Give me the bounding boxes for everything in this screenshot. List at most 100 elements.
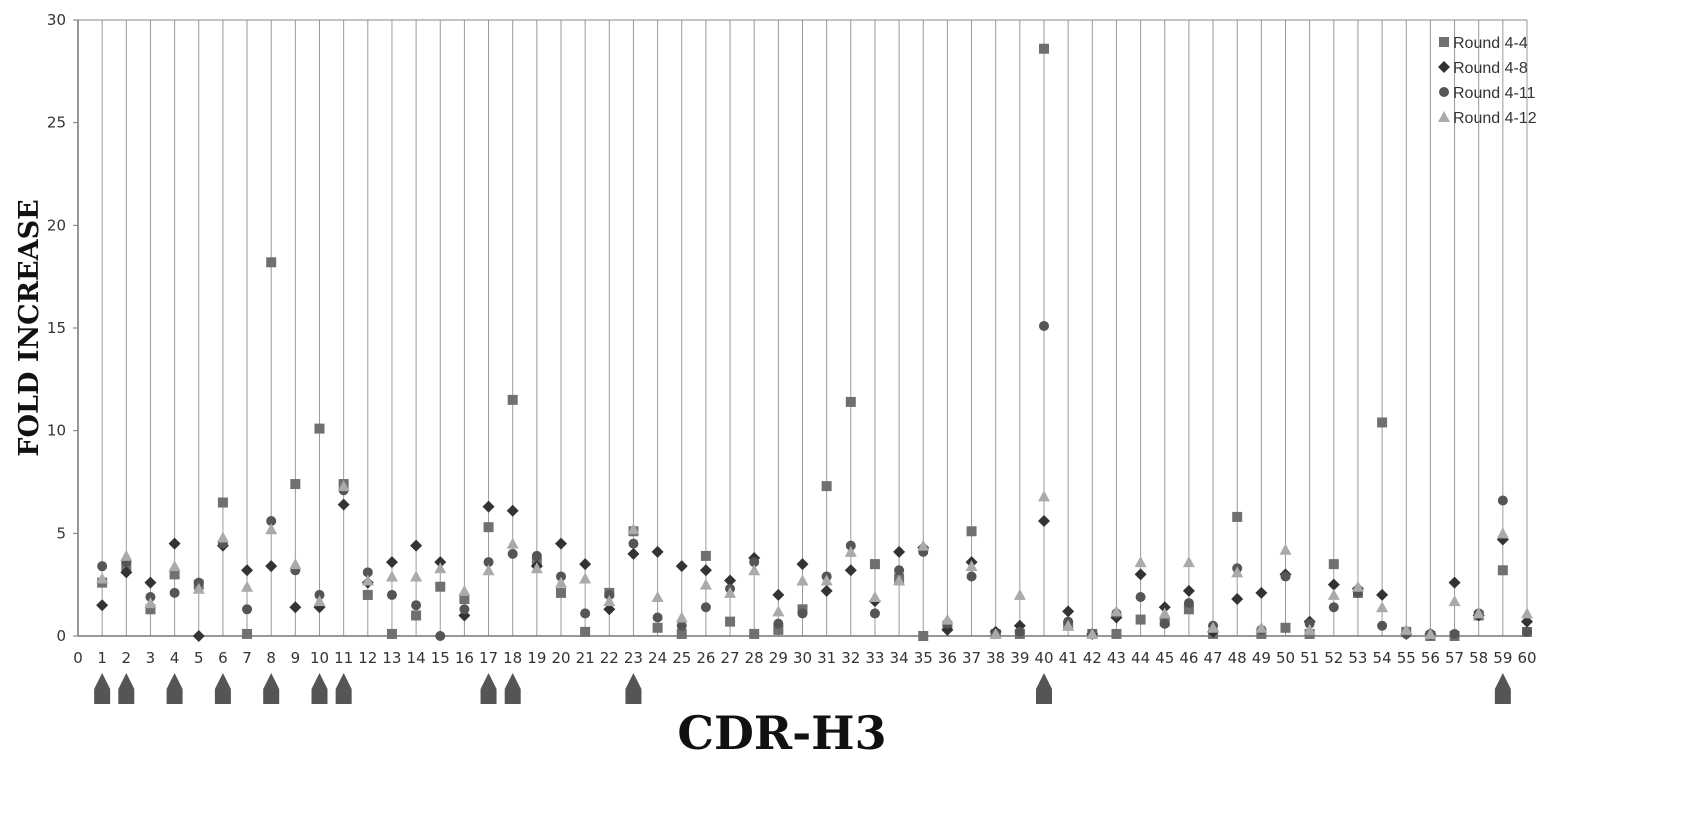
x-tick-label: 43 bbox=[1107, 649, 1126, 667]
point-round-4-4 bbox=[821, 481, 832, 492]
x-tick-label: 58 bbox=[1469, 649, 1488, 667]
x-tick-label: 16 bbox=[455, 649, 474, 667]
position-marker-arrow bbox=[625, 673, 642, 704]
point-round-4-4 bbox=[556, 587, 566, 598]
point-round-4-12 bbox=[410, 570, 423, 582]
point-round-4-11 bbox=[169, 587, 180, 598]
position-marker-arrow bbox=[1494, 673, 1511, 704]
x-tick-label: 52 bbox=[1324, 649, 1343, 667]
point-round-4-8 bbox=[1521, 615, 1533, 628]
position-marker-arrow bbox=[504, 673, 521, 704]
point-round-4-12 bbox=[1376, 601, 1389, 613]
point-round-4-4 bbox=[725, 616, 736, 627]
point-round-4-11 bbox=[749, 557, 760, 568]
point-round-4-4 bbox=[580, 626, 591, 637]
legend-label: Round 4-12 bbox=[1453, 110, 1537, 127]
point-round-4-12 bbox=[1134, 556, 1147, 568]
y-axis-ticks: 0 5 10 15 20 25 30 bbox=[47, 11, 78, 645]
position-marker-arrow bbox=[118, 673, 135, 704]
x-tick-label: 17 bbox=[479, 649, 498, 667]
point-round-4-4 bbox=[483, 522, 494, 533]
x-tick-label: 41 bbox=[1059, 649, 1078, 667]
point-round-4-11 bbox=[1039, 320, 1049, 331]
point-round-4-12 bbox=[1086, 627, 1099, 639]
legend-marker bbox=[1438, 111, 1450, 122]
x-tick-label: 36 bbox=[938, 649, 957, 667]
x-tick-label: 59 bbox=[1493, 649, 1512, 667]
point-round-4-12 bbox=[1303, 623, 1316, 635]
point-round-4-11 bbox=[1159, 618, 1170, 629]
point-round-4-12 bbox=[265, 523, 278, 535]
legend-label: Round 4-8 bbox=[1453, 60, 1528, 77]
point-round-4-11 bbox=[700, 602, 711, 613]
x-tick-label: 32 bbox=[841, 649, 860, 667]
point-round-4-11 bbox=[1377, 620, 1388, 631]
x-tick-label: 22 bbox=[600, 649, 619, 667]
x-tick-label: 18 bbox=[503, 649, 522, 667]
point-round-4-4 bbox=[869, 559, 880, 570]
x-tick-label: 12 bbox=[358, 649, 377, 667]
point-round-4-11 bbox=[145, 591, 156, 602]
point-round-4-12 bbox=[844, 545, 857, 557]
point-round-4-4 bbox=[435, 581, 446, 592]
point-round-4-12 bbox=[168, 560, 181, 572]
point-round-4-12 bbox=[313, 595, 326, 607]
point-round-4-12 bbox=[675, 611, 688, 623]
point-round-4-12 bbox=[651, 590, 664, 602]
x-tick-label: 6 bbox=[218, 649, 228, 667]
point-round-4-4 bbox=[314, 423, 325, 434]
point-round-4-4 bbox=[1377, 417, 1388, 428]
x-tick-label: 33 bbox=[865, 649, 884, 667]
point-round-4-8 bbox=[1327, 578, 1340, 591]
point-round-4-4 bbox=[459, 594, 470, 605]
point-round-4-8 bbox=[1255, 586, 1268, 599]
point-round-4-4 bbox=[1183, 604, 1194, 615]
position-marker-arrow bbox=[335, 673, 352, 704]
position-marker-arrow bbox=[263, 673, 280, 704]
point-round-4-12 bbox=[603, 595, 616, 607]
point-round-4-12 bbox=[1448, 595, 1461, 607]
x-tick-label: 53 bbox=[1348, 649, 1367, 667]
point-round-4-4 bbox=[652, 622, 663, 633]
point-round-4-11 bbox=[1014, 626, 1025, 637]
vertical-gridlines bbox=[101, 20, 1528, 636]
point-round-4-8 bbox=[337, 498, 350, 511]
point-round-4-8 bbox=[555, 537, 567, 550]
point-round-4-4 bbox=[773, 624, 784, 635]
y-tick-label: 30 bbox=[47, 11, 66, 29]
point-round-4-11 bbox=[1135, 591, 1146, 602]
x-tick-label: 0 bbox=[73, 649, 83, 667]
point-round-4-11 bbox=[797, 608, 808, 619]
y-axis-title: FOLD INCREASE bbox=[14, 199, 45, 456]
point-round-4-12 bbox=[893, 574, 906, 586]
point-round-4-12 bbox=[989, 627, 1002, 639]
point-round-4-8 bbox=[506, 504, 519, 517]
point-round-4-12 bbox=[1038, 490, 1050, 502]
point-round-4-8 bbox=[603, 603, 616, 616]
point-round-4-4 bbox=[411, 610, 422, 621]
point-round-4-12 bbox=[748, 564, 761, 576]
x-tick-label: 20 bbox=[551, 649, 570, 667]
point-round-4-11 bbox=[266, 516, 277, 527]
x-axis-ticks: 0 1 2 3 4 5 6 7 8 9 10 11 12 13 14 15 16 17 18 19 20 21 22 23 24… bbox=[73, 649, 1536, 667]
point-round-4-11 bbox=[531, 550, 542, 561]
point-round-4-12 bbox=[555, 576, 567, 588]
point-round-4-12 bbox=[917, 539, 930, 551]
point-round-4-11 bbox=[894, 565, 905, 576]
y-tick-label: 0 bbox=[56, 627, 66, 645]
point-round-4-12 bbox=[120, 549, 133, 561]
point-round-4-12 bbox=[1182, 556, 1195, 568]
x-tick-label: 10 bbox=[310, 649, 329, 667]
point-round-4-8 bbox=[410, 539, 423, 552]
point-round-4-12 bbox=[1424, 627, 1437, 639]
point-round-4-12 bbox=[530, 562, 543, 574]
point-round-4-12 bbox=[1472, 607, 1485, 619]
position-marker-arrow bbox=[480, 673, 497, 704]
x-tick-label: 2 bbox=[122, 649, 132, 667]
point-round-4-8 bbox=[893, 545, 906, 558]
position-marker-arrow bbox=[214, 673, 231, 704]
point-round-4-4 bbox=[1039, 43, 1049, 54]
point-round-4-11 bbox=[242, 604, 253, 615]
x-tick-label: 35 bbox=[914, 649, 933, 667]
